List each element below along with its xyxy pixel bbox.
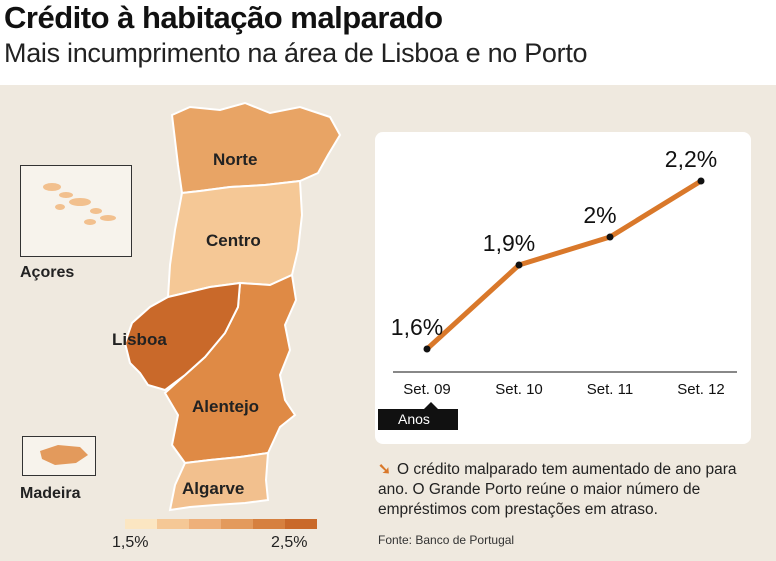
x-tick-label: Set. 12 [677, 381, 725, 398]
region-label-algarve: Algarve [182, 479, 245, 498]
legend-swatch [125, 519, 157, 529]
series-line [425, 178, 703, 351]
note-text: O crédito malparado tem aumentado de ano… [378, 461, 737, 518]
region-label-norte: Norte [213, 150, 258, 169]
data-label: 2,2% [665, 146, 717, 172]
map-overlay [40, 183, 116, 465]
legend-swatch [285, 519, 317, 529]
x-tick-label: Set. 09 [403, 381, 451, 398]
legend-swatch [157, 519, 189, 529]
xlabel-box [378, 409, 458, 430]
legend-swatch [221, 519, 253, 529]
legend-swatch [253, 519, 285, 529]
inset-label-acores: Açores [20, 264, 75, 281]
x-tick-label: Set. 11 [587, 381, 633, 398]
portugal-map [40, 101, 342, 512]
data-label: 1,9% [483, 230, 535, 256]
data-point [697, 177, 705, 185]
data-label: 2% [583, 202, 616, 228]
data-point [423, 345, 431, 353]
legend-swatch [189, 519, 221, 529]
chart-card [375, 132, 751, 444]
page-subtitle: Mais incumprimento na área de Lisboa e n… [4, 38, 588, 68]
region-label-lisboa: Lisboa [112, 330, 167, 349]
map-region-norte [170, 101, 342, 195]
region-label-alentejo: Alentejo [192, 397, 260, 416]
x-tick-label: Set. 10 [495, 381, 543, 398]
page-title: Crédito à habitação malparado [4, 0, 443, 35]
line-chart: 1,6% Set. 09 1,9% Set. 10 2% Set. 11 2,2% Set. … [391, 146, 737, 398]
data-label: 1,6% [391, 314, 443, 340]
source-text: Fonte: Banco de Portugal [378, 533, 515, 547]
inset-label-madeira: Madeira [20, 485, 81, 502]
legend-min-label: 1,5% [112, 534, 149, 551]
x-axis-label: Anos [398, 411, 430, 427]
data-point [515, 261, 523, 269]
acores-inset-box [20, 165, 132, 257]
legend-max-label: 2,5% [271, 534, 308, 551]
chart-note: ➘ O crédito malparado tem aumentado de an… [378, 460, 758, 520]
map-legend-scale [125, 519, 317, 529]
map-region-algarve [168, 451, 270, 512]
region-label-centro: Centro [206, 231, 261, 250]
data-point [606, 233, 614, 241]
arrow-icon: ➘ [378, 461, 391, 478]
xlabel-pointer [424, 402, 438, 409]
map-region-lisboa [123, 281, 242, 392]
